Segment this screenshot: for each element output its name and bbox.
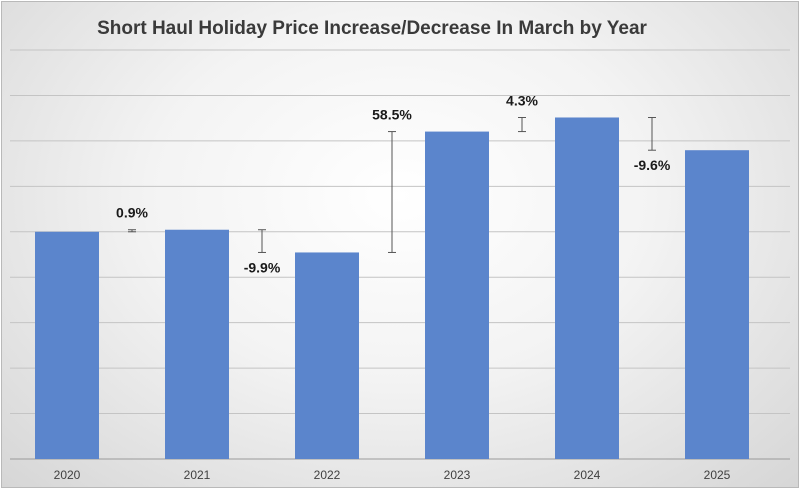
- bar-2023: [425, 131, 489, 459]
- change-connectors: [128, 116, 656, 253]
- x-tick-label: 2025: [704, 468, 731, 482]
- bars: [35, 117, 749, 460]
- x-tick-label: 2020: [54, 468, 81, 482]
- x-tick-label: 2023: [444, 468, 471, 482]
- change-label: 0.9%: [116, 205, 148, 221]
- bar-2021: [165, 229, 229, 459]
- bar-2022: [295, 252, 359, 459]
- x-tick-label: 2024: [574, 468, 601, 482]
- x-tick-label: 2022: [314, 468, 341, 482]
- change-label: 58.5%: [372, 107, 412, 123]
- chart-title: Short Haul Holiday Price Increase/Decrea…: [97, 18, 647, 39]
- bar-2020: [35, 231, 99, 459]
- x-axis-ticks: 2020 2021 2022 2023 2024 2025: [54, 468, 731, 482]
- bar-2025: [685, 150, 749, 459]
- gridlines: [10, 49, 790, 460]
- bar-2024: [555, 117, 619, 460]
- change-label: -9.6%: [634, 157, 671, 173]
- change-label: -9.9%: [244, 259, 281, 275]
- x-tick-label: 2021: [184, 468, 211, 482]
- change-labels: 0.9% -9.9% 58.5% 4.3% -9.6%: [116, 92, 671, 275]
- change-label: 4.3%: [506, 92, 538, 108]
